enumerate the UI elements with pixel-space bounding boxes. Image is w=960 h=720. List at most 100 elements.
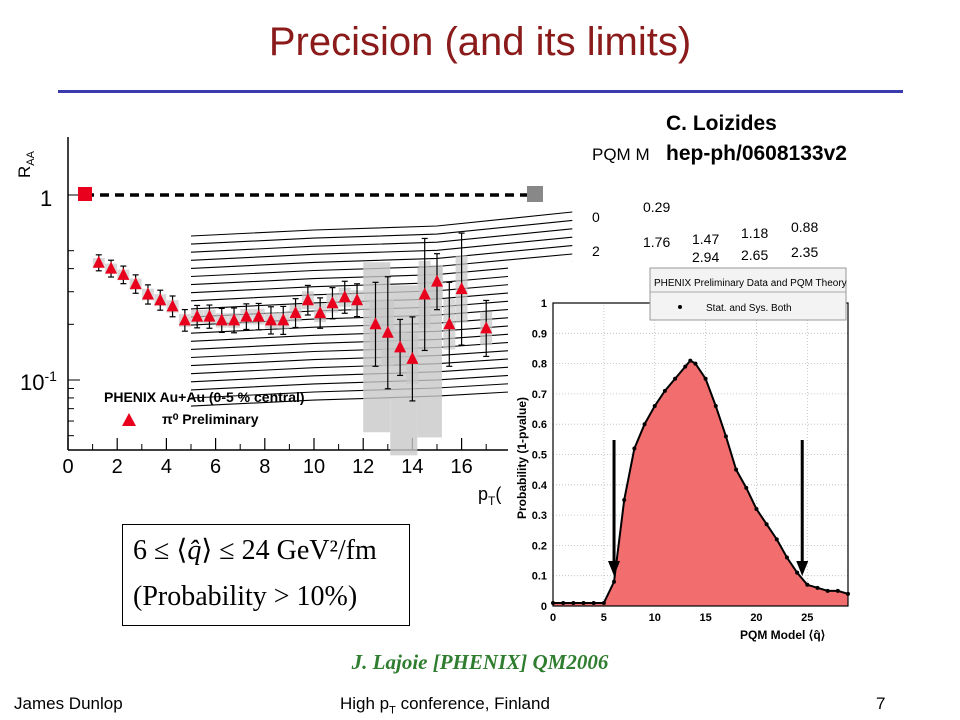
prob-y-tick-label: 0: [541, 601, 547, 613]
prob-y-tick-label: 0.1: [532, 571, 547, 583]
raa-data-point: [240, 303, 253, 331]
raa-data-point: [264, 306, 277, 335]
slide-title: Precision (and its limits): [268, 20, 692, 64]
raa-ytick-01: 10-1: [20, 368, 57, 395]
probability-xlabel: PQM Model ⟨q̂⟩: [740, 628, 825, 642]
prob-marker: [591, 600, 596, 605]
pqm-curve: [190, 245, 573, 269]
raa-x-tick-label: 16: [450, 456, 472, 478]
curve-value: 2.35: [791, 244, 818, 260]
raa-data-point: [455, 232, 468, 346]
raa-x-tick-label: 14: [401, 456, 423, 478]
curve-value: 0.29: [643, 199, 670, 215]
prob-x-tick-label: 0: [550, 612, 556, 624]
prob-marker: [612, 579, 617, 584]
raa-data-point: [252, 302, 265, 331]
prob-marker: [734, 467, 739, 472]
prob-marker: [835, 588, 840, 593]
prob-x-tick-label: 10: [649, 612, 661, 624]
raa-x-tick-label: 12: [352, 456, 374, 478]
legend-title: PHENIX Au+Au (0-5 % central): [104, 389, 305, 405]
raa-data-point: [418, 237, 431, 352]
pi0-data-points: [92, 232, 493, 402]
prob-marker: [571, 600, 576, 605]
normalization-box-gray: [527, 186, 543, 202]
citation-author: C. Loizides: [666, 112, 777, 135]
raa-data-point: [369, 281, 382, 367]
prob-marker: [764, 522, 769, 527]
prob-marker: [805, 582, 810, 587]
raa-ticks: [67, 194, 487, 450]
raa-xlabel: pT(: [478, 484, 501, 508]
raa-plot: RAA 1 10-1 0 2 4 6 8 10 12 14 16 pT( PHENIX Au+A…: [15, 137, 600, 508]
raa-x-tick-label: 8: [259, 456, 270, 478]
raa-x-tick-labels: 0 2 4 6 8 10 12 14 16: [62, 456, 472, 478]
prob-marker: [632, 446, 637, 451]
probability-ylabel: Probability (1-pvalue): [515, 397, 529, 519]
footer-conference: High pT conference, Finland: [340, 694, 550, 717]
formula-qhat: q̂: [187, 535, 202, 566]
legend-entry: π⁰ Preliminary: [162, 411, 259, 427]
prob-marker: [693, 361, 698, 366]
prob-x-tick-label: 5: [601, 612, 607, 624]
prob-marker: [723, 434, 728, 439]
formula-line-2: (Probability > 10%): [133, 581, 358, 612]
inner-legend-title: PHENIX Preliminary Data and PQM Theory: [654, 278, 847, 289]
raa-data-point: [443, 281, 456, 367]
pqm-curve: [190, 211, 573, 237]
curve-value: 2.94: [692, 249, 719, 265]
prob-y-tick-label: 0.8: [532, 359, 547, 371]
probability-markers: [551, 358, 850, 605]
prob-y-tick-label: 0.5: [532, 450, 547, 462]
raa-ylabel: RAA: [15, 150, 37, 178]
raa-data-point: [314, 297, 327, 329]
prob-y-tick-label: 0.4: [532, 480, 548, 492]
prob-marker: [713, 404, 718, 409]
raa-data-point: [228, 307, 241, 334]
prob-x-tick-label: 25: [801, 612, 813, 624]
prob-marker: [784, 555, 789, 560]
raa-data-point: [191, 304, 204, 329]
raa-ytick-1: 1: [40, 186, 52, 211]
raa-data-point: [105, 259, 118, 278]
pqm-curve: [190, 219, 573, 245]
prob-y-tick-label: 0.9: [532, 328, 547, 340]
prob-marker: [774, 537, 779, 542]
pqm-curve: [190, 228, 573, 253]
raa-data-point: [326, 287, 339, 320]
prob-y-tick-label: 1: [541, 298, 547, 310]
raa-data-point: [406, 316, 419, 402]
prob-marker: [561, 600, 566, 605]
raa-data-point: [338, 280, 351, 314]
raa-x-tick-label: 2: [112, 456, 123, 478]
prob-marker: [754, 507, 759, 512]
limit-arrow: [608, 440, 621, 576]
raa-data-point: [129, 274, 142, 294]
prob-marker: [673, 376, 678, 381]
prob-marker: [688, 358, 693, 363]
raa-x-tick-label: 10: [303, 456, 325, 478]
prob-marker: [795, 570, 800, 575]
raa-x-tick-label: 0: [62, 456, 73, 478]
normalization-box-red: [78, 187, 92, 201]
probability-fill: [553, 360, 848, 606]
title-divider: [58, 90, 903, 93]
raa-data-point: [277, 305, 290, 335]
pqm-label: PQM M: [592, 145, 650, 164]
inner-legend-marker: [678, 305, 682, 309]
prob-x-tick-label: 20: [750, 612, 762, 624]
curve-values: 0.29 1.76 1.47 2.94 1.18 2.65 0.88 2.35: [643, 199, 818, 265]
curve-label-1: 2.06: [592, 243, 600, 259]
raa-x-tick-label: 6: [210, 456, 221, 478]
prob-marker: [815, 585, 820, 590]
curve-value: 0.88: [791, 219, 818, 235]
citation-reference: hep-ph/0608133v2: [666, 142, 847, 165]
prob-x-tick-label: 15: [699, 612, 711, 624]
citation: C. Loizides hep-ph/0608133v2: [666, 112, 847, 166]
raa-data-point: [301, 284, 314, 316]
raa-data-point: [141, 284, 154, 305]
prob-marker: [683, 364, 688, 369]
prob-marker: [642, 422, 647, 427]
raa-data-point: [480, 299, 493, 358]
prob-y-tick-label: 0.2: [532, 540, 547, 552]
